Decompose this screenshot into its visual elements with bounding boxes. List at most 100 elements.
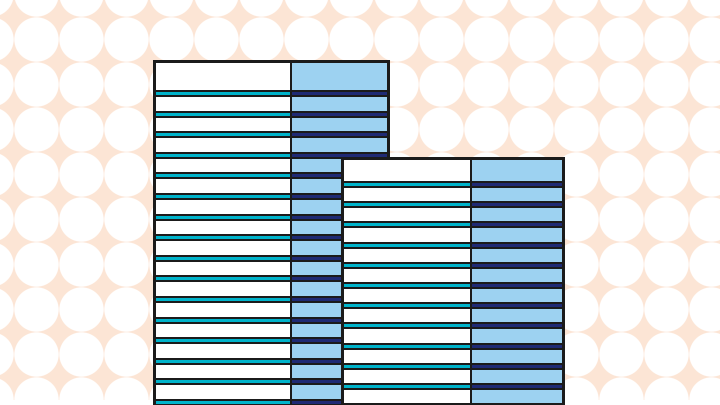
left-cell bbox=[156, 364, 292, 379]
right-cell bbox=[292, 112, 387, 116]
right-cell bbox=[472, 304, 562, 308]
left-cell bbox=[156, 199, 292, 214]
stripe-row bbox=[156, 192, 387, 200]
right-cell bbox=[472, 324, 562, 328]
table-row bbox=[344, 188, 562, 202]
table-right bbox=[341, 157, 565, 405]
left-cell bbox=[344, 223, 472, 227]
stripe-row bbox=[344, 302, 562, 310]
left-cell bbox=[156, 117, 292, 132]
right-cell bbox=[472, 364, 562, 368]
table-row bbox=[344, 349, 562, 363]
right-cell bbox=[472, 309, 562, 323]
stripe-row bbox=[344, 201, 562, 209]
right-cell bbox=[472, 349, 562, 363]
left-cell bbox=[344, 268, 472, 282]
right-cell bbox=[472, 344, 562, 348]
left-cell bbox=[156, 380, 292, 384]
left-cell bbox=[156, 97, 292, 111]
right-cell bbox=[292, 359, 387, 363]
left-cell bbox=[344, 243, 472, 247]
left-cell bbox=[344, 208, 472, 222]
stripe-row bbox=[156, 254, 387, 262]
stripe-row bbox=[344, 181, 562, 188]
left-cell bbox=[156, 385, 292, 399]
left-cell bbox=[156, 153, 292, 157]
left-cell bbox=[156, 179, 292, 193]
right-cell bbox=[292, 380, 387, 384]
stripe-row bbox=[156, 172, 387, 180]
left-cell bbox=[156, 194, 292, 198]
right-cell bbox=[292, 318, 387, 322]
left-cell bbox=[156, 220, 292, 235]
right-cell bbox=[292, 297, 387, 301]
left-cell bbox=[344, 188, 472, 202]
table-row bbox=[156, 117, 387, 132]
right-cell bbox=[292, 194, 387, 198]
table-row bbox=[344, 288, 562, 303]
right-cell bbox=[292, 277, 387, 281]
right-cell bbox=[472, 223, 562, 227]
left-cell bbox=[156, 282, 292, 296]
stripe-row bbox=[156, 110, 387, 118]
table-row bbox=[344, 228, 562, 242]
right-cell bbox=[292, 138, 387, 152]
left-cell bbox=[156, 277, 292, 281]
stripe-row bbox=[344, 281, 562, 289]
left-cell bbox=[344, 384, 472, 388]
left-cell bbox=[156, 302, 292, 317]
left-cell bbox=[156, 158, 292, 173]
left-cell bbox=[344, 364, 472, 368]
stripe-row bbox=[344, 241, 562, 249]
left-cell bbox=[156, 323, 292, 338]
right-cell bbox=[292, 339, 387, 343]
stripe-row bbox=[156, 90, 387, 97]
table-row bbox=[344, 369, 562, 383]
table-row bbox=[344, 329, 562, 343]
right-cell bbox=[472, 369, 562, 383]
right-cell bbox=[292, 174, 387, 178]
table-row bbox=[344, 389, 562, 404]
left-cell bbox=[344, 160, 472, 181]
stripe-row bbox=[156, 295, 387, 303]
left-cell bbox=[156, 63, 292, 90]
left-cell bbox=[344, 349, 472, 363]
left-cell bbox=[156, 241, 292, 255]
stripe-row bbox=[344, 342, 562, 350]
left-cell bbox=[344, 228, 472, 242]
right-cell bbox=[472, 188, 562, 202]
stripe-row bbox=[156, 275, 387, 283]
left-cell bbox=[156, 318, 292, 322]
left-cell bbox=[156, 400, 292, 404]
right-cell bbox=[292, 92, 387, 95]
left-cell bbox=[344, 304, 472, 308]
stripe-row bbox=[156, 151, 387, 159]
left-cell bbox=[344, 389, 472, 404]
left-cell bbox=[344, 329, 472, 343]
left-cell bbox=[344, 324, 472, 328]
right-cell bbox=[472, 248, 562, 262]
left-cell bbox=[156, 261, 292, 276]
right-cell bbox=[292, 236, 387, 240]
left-cell bbox=[156, 297, 292, 301]
table-row bbox=[156, 97, 387, 111]
left-cell bbox=[156, 339, 292, 343]
stripe-row bbox=[344, 362, 562, 370]
right-cell bbox=[472, 283, 562, 287]
left-cell bbox=[156, 256, 292, 260]
table-row bbox=[344, 268, 562, 282]
left-cell bbox=[156, 344, 292, 358]
stripe-row bbox=[156, 316, 387, 324]
right-cell bbox=[472, 228, 562, 242]
right-cell bbox=[472, 183, 562, 186]
right-cell bbox=[292, 215, 387, 219]
right-cell bbox=[472, 384, 562, 388]
right-cell bbox=[472, 243, 562, 247]
table-row bbox=[344, 208, 562, 222]
stripe-row bbox=[344, 382, 562, 390]
left-cell bbox=[156, 215, 292, 219]
left-cell bbox=[344, 203, 472, 207]
stripe-row bbox=[156, 378, 387, 386]
left-cell bbox=[344, 369, 472, 383]
stripe-row bbox=[344, 261, 562, 269]
